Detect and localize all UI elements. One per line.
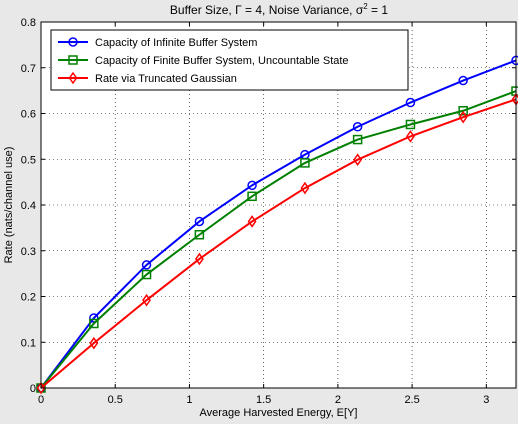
data-point — [406, 130, 415, 143]
series-1 — [36, 55, 518, 393]
x-axis-label: Average Harvested Energy, E[Y] — [200, 407, 358, 419]
series-line — [40, 90, 517, 389]
chart-title: Buffer Size, Γ = 4, Noise Variance, σ2 =… — [170, 2, 388, 17]
x-tick-label: 3 — [483, 394, 489, 406]
legend-item: Capacity of Finite Buffer System, Uncoun… — [58, 55, 349, 67]
data-point — [300, 158, 310, 168]
data-point — [89, 336, 99, 350]
data-point — [405, 119, 416, 130]
chart-title-end: = 1 — [368, 3, 389, 17]
data-point — [89, 313, 99, 323]
data-point — [352, 122, 363, 132]
data-point — [405, 97, 416, 108]
x-tick-label: 1 — [186, 394, 192, 406]
data-point — [458, 106, 468, 116]
chart-title-superscript: 2 — [363, 2, 368, 11]
legend: Capacity of Infinite Buffer System Capaci… — [50, 29, 409, 91]
y-tick-label: 0.7 — [21, 63, 36, 75]
legend-marker — [68, 71, 78, 85]
legend-label: Capacity of Finite Buffer System, Uncoun… — [95, 55, 349, 67]
data-point — [247, 191, 257, 202]
legend-marker — [68, 37, 78, 47]
x-tick-label: 2.5 — [404, 394, 419, 406]
data-point — [89, 318, 99, 329]
legend-label: Capacity of Infinite Buffer System — [95, 37, 257, 49]
series-3 — [36, 93, 518, 395]
y-axis-label: Rate (nats/channel use) — [3, 147, 15, 264]
legend-item: Capacity of Infinite Buffer System — [58, 37, 257, 49]
data-point — [458, 110, 468, 124]
legend-item: Rate via Truncated Gaussian — [58, 71, 237, 85]
data-point — [141, 269, 152, 280]
x-tick-label: 0.5 — [108, 394, 123, 406]
y-tick-label: 0.8 — [21, 17, 36, 29]
y-tick-label: 0.6 — [21, 109, 36, 121]
x-tick-label: 0 — [38, 394, 44, 406]
data-point — [194, 229, 205, 240]
legend-marker — [68, 55, 78, 65]
data-point — [247, 215, 257, 228]
x-tick-label: 2 — [335, 394, 341, 406]
x-tick-label: 1.5 — [256, 394, 271, 406]
data-point — [141, 260, 152, 270]
series-line — [40, 98, 517, 389]
data-point — [353, 153, 363, 167]
y-tick-label: 0.4 — [21, 200, 36, 212]
y-tick-label: 0.2 — [21, 292, 36, 304]
legend-box — [50, 29, 409, 91]
data-point — [300, 181, 310, 195]
data-point — [352, 134, 363, 145]
axis-ticks: 0 0.5 1 1.5 2 2.5 3 0 0.1 0.2 0.3 0.4 0.5 0.6 0.7 0.8 — [21, 17, 516, 406]
data-point — [36, 381, 46, 395]
y-tick-label: 0.1 — [21, 337, 36, 349]
y-tick-label: 0.3 — [21, 246, 36, 258]
data-point — [194, 252, 204, 266]
data-point — [458, 75, 468, 86]
legend-label: Rate via Truncated Gaussian — [95, 73, 237, 85]
y-tick-label: 0.5 — [21, 154, 36, 166]
y-tick-label: 0 — [30, 383, 36, 395]
chart-title-main: Buffer Size, Γ = 4, Noise Variance, σ — [170, 3, 364, 17]
data-point — [142, 293, 151, 307]
series-line — [40, 59, 517, 389]
data-point — [194, 216, 205, 227]
data-point — [247, 180, 257, 191]
